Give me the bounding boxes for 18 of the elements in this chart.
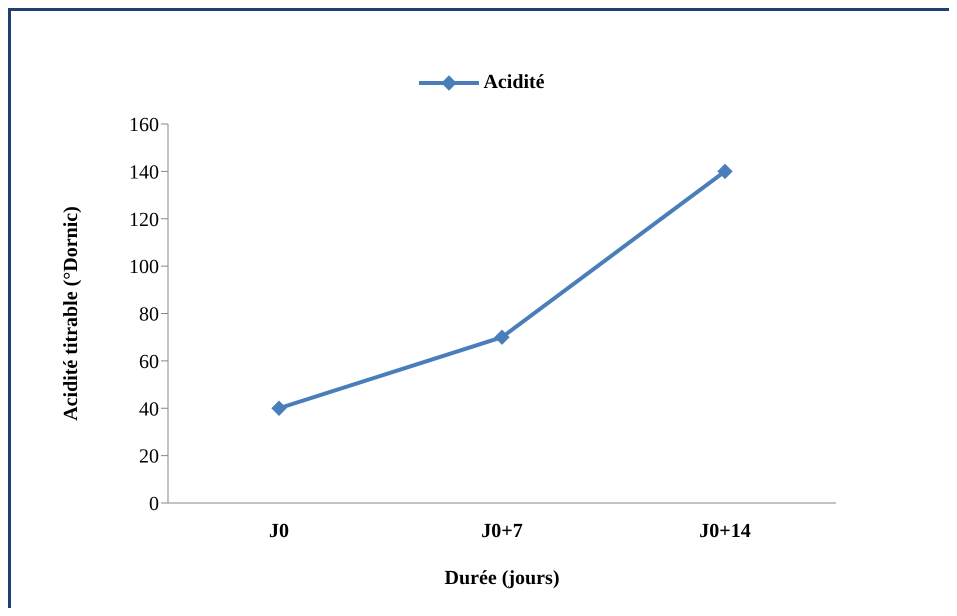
x-tick-label: J0+14 <box>699 520 751 542</box>
y-tick-label: 0 <box>149 493 159 516</box>
x-tick-label: J0 <box>269 520 289 542</box>
point <box>272 400 286 416</box>
x-tick-label: J0+7 <box>481 520 523 542</box>
legend-label: Acidité <box>483 71 545 94</box>
y-tick-label: 160 <box>129 114 159 136</box>
y-tick-label: 40 <box>139 398 159 420</box>
y-tick-label: 60 <box>139 350 159 373</box>
y-tick-label: 20 <box>139 446 159 468</box>
y-tick-label: 140 <box>129 161 159 184</box>
y-tick-label: 100 <box>129 256 159 278</box>
x-axis-title: Durée (jours) <box>444 567 560 589</box>
point <box>494 330 510 345</box>
y-tick-label: 80 <box>139 304 159 326</box>
point <box>718 164 732 179</box>
y-axis-title: Acidité titrable (°Dornic) <box>60 206 82 421</box>
y-tick-label: 120 <box>129 208 159 231</box>
